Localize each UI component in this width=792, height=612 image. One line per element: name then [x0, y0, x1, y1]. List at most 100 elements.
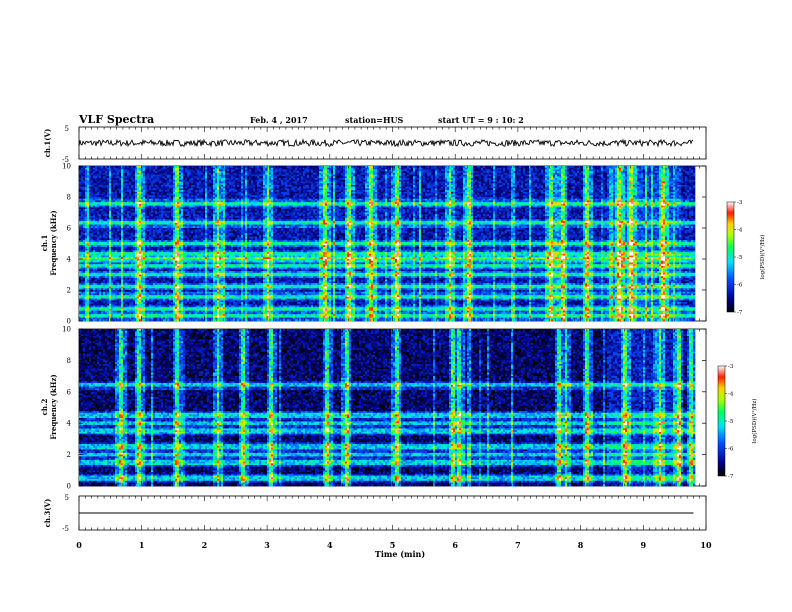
- spectrogram-cell: [79, 204, 81, 206]
- spectrogram-cell: [95, 187, 97, 189]
- spectrogram-cell: [99, 218, 101, 220]
- spectrogram-cell: [95, 256, 97, 258]
- spectrogram-cell: [89, 185, 91, 187]
- spectrogram-cell: [81, 225, 83, 227]
- spectrogram-cell: [83, 300, 85, 302]
- spectrogram-cell: [103, 233, 105, 235]
- spectrogram-cell: [87, 275, 89, 277]
- spectrogram-cell: [79, 250, 81, 252]
- spectrogram-cell: [81, 175, 83, 177]
- spectrogram-cell: [93, 185, 95, 187]
- spectrogram-cell: [85, 309, 87, 311]
- spectrogram-cell: [83, 309, 85, 311]
- spectrogram-cell: [87, 271, 89, 273]
- spectrogram-cell: [95, 176, 97, 178]
- spectrogram-cell: [97, 211, 99, 213]
- spectrogram-cell: [95, 230, 97, 232]
- spectrogram-cell: [97, 187, 99, 189]
- spectrogram-cell: [95, 316, 97, 318]
- spectrogram-cell: [95, 231, 97, 233]
- spectrogram-cell: [81, 230, 83, 232]
- spectrogram-cell: [79, 238, 81, 240]
- spectrogram-cell: [81, 242, 83, 244]
- spectrogram-cell: [87, 211, 89, 213]
- spectrogram-cell: [97, 273, 99, 275]
- spectrogram-cell: [89, 171, 91, 173]
- spectrogram-cell: [93, 169, 95, 171]
- spectrogram-cell: [89, 283, 91, 285]
- spectrogram-cell: [99, 280, 101, 282]
- spectrogram-cell: [91, 304, 93, 306]
- spectrogram-cell: [99, 252, 101, 254]
- spectrogram-cell: [91, 299, 93, 301]
- spectrogram-cell: [91, 281, 93, 283]
- spectrogram-cell: [99, 166, 101, 168]
- spectrogram-cell: [93, 250, 95, 252]
- spectrogram-cell: [87, 195, 89, 197]
- spectrogram-cell: [99, 309, 101, 311]
- spectrogram-cell: [87, 259, 89, 261]
- spectrogram-cell: [85, 257, 87, 259]
- spectrogram-cell: [91, 288, 93, 290]
- spectrogram-cell: [87, 214, 89, 216]
- spectrogram-cell: [89, 252, 91, 254]
- spectrogram-cell: [103, 290, 105, 292]
- spectrogram-cell: [103, 200, 105, 202]
- spectrogram-cell: [103, 281, 105, 283]
- spectrogram-cell: [99, 216, 101, 218]
- spectrogram-cell: [99, 171, 101, 173]
- spectrogram-cell: [105, 187, 107, 189]
- spectrogram-cell: [95, 290, 97, 292]
- spectrogram-cell: [103, 180, 105, 182]
- spectrogram-cell: [89, 318, 91, 320]
- spectrogram-cell: [87, 300, 89, 302]
- spectrogram-cell: [93, 273, 95, 275]
- spectrogram-cell: [91, 259, 93, 261]
- spectrogram-cell: [91, 262, 93, 264]
- spectrogram-cell: [83, 257, 85, 259]
- spectrogram-cell: [93, 178, 95, 180]
- spectrogram-cell: [81, 176, 83, 178]
- spectrogram-cell: [99, 250, 101, 252]
- spectrogram-cell: [87, 307, 89, 309]
- spectrogram-cell: [97, 295, 99, 297]
- spectrogram-cell: [95, 304, 97, 306]
- spectrogram-cell: [89, 290, 91, 292]
- spectrogram-cell: [97, 200, 99, 202]
- spectrogram-cell: [97, 250, 99, 252]
- spectrogram-cell: [103, 297, 105, 299]
- spectrogram-cell: [97, 316, 99, 318]
- spectrogram-cell: [83, 250, 85, 252]
- spectrogram-cell: [95, 178, 97, 180]
- spectrogram-cell: [87, 319, 89, 321]
- spectrogram-cell: [79, 264, 81, 266]
- spectrogram-cell: [93, 207, 95, 209]
- spectrogram-cell: [99, 199, 101, 201]
- spectrogram-cell: [101, 319, 103, 321]
- spectrogram-cell: [85, 259, 87, 261]
- spectrogram-cell: [103, 307, 105, 309]
- spectrogram-cell: [105, 219, 107, 221]
- spectrogram-cell: [105, 283, 107, 285]
- spectrogram-cell: [79, 249, 81, 251]
- spectrogram-cell: [79, 230, 81, 232]
- spectrogram-cell: [105, 249, 107, 251]
- spectrogram-cell: [103, 269, 105, 271]
- spectrogram-cell: [83, 278, 85, 280]
- spectrogram-cell: [81, 218, 83, 220]
- spectrogram-cell: [89, 273, 91, 275]
- spectrogram-cell: [87, 190, 89, 192]
- spectrogram-cell: [93, 238, 95, 240]
- spectrogram-cell: [101, 225, 103, 227]
- spectrogram-cell: [81, 245, 83, 247]
- spectrogram-cell: [83, 287, 85, 289]
- spectrogram-cell: [91, 309, 93, 311]
- spectrogram-cell: [91, 275, 93, 277]
- spectrogram-cell: [87, 312, 89, 314]
- spectrogram-cell: [101, 252, 103, 254]
- spectrogram-cell: [85, 223, 87, 225]
- spectrogram-cell: [79, 171, 81, 173]
- spectrogram-cell: [101, 171, 103, 173]
- spectrogram-cell: [87, 171, 89, 173]
- spectrogram-cell: [99, 195, 101, 197]
